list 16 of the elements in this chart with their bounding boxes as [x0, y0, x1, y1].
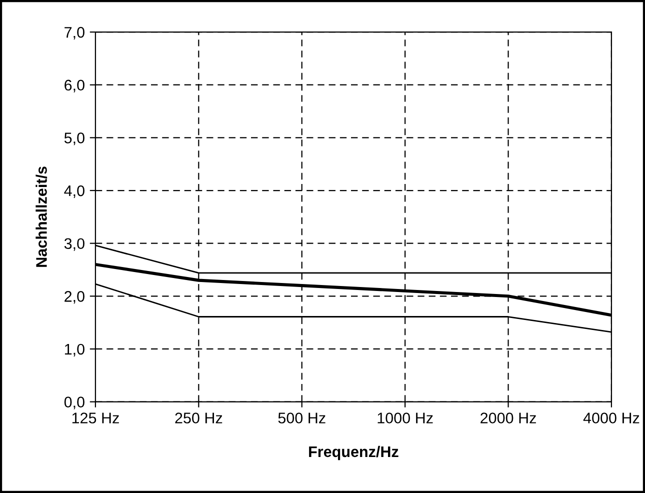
- y-tick-label: 6,0: [64, 80, 84, 92]
- y-tick-label: 3,0: [64, 238, 84, 251]
- x-tick-label: 1000 Hz: [378, 412, 433, 424]
- y-tick-label: 2,0: [64, 291, 84, 304]
- y-tick-label: 1,0: [64, 344, 84, 356]
- y-tick-label: 5,0: [64, 132, 84, 146]
- x-axis-title: Frequenz/Hz: [309, 446, 398, 460]
- x-tick-label: 500 Hz: [278, 412, 326, 424]
- y-tick-label: 4,0: [64, 185, 84, 198]
- y-axis-title: Nachhallzeit/s: [36, 166, 48, 267]
- x-tick-label: 2000 Hz: [480, 412, 536, 424]
- x-tick-label: 250 Hz: [175, 412, 222, 424]
- x-tick-label: 125 Hz: [72, 412, 119, 424]
- y-tick-label: 7,0: [64, 26, 84, 40]
- y-tick-label: 0,0: [64, 396, 84, 410]
- x-tick-label: 4000 Hz: [583, 412, 640, 424]
